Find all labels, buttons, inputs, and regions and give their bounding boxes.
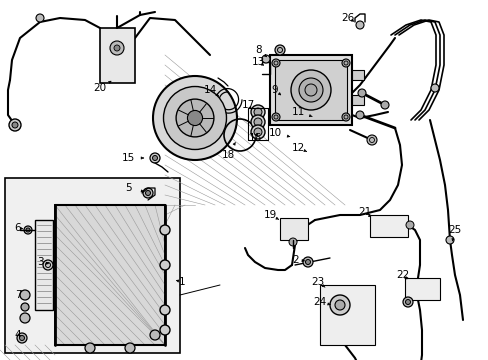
Circle shape [355, 21, 363, 29]
Circle shape [334, 300, 345, 310]
Text: 23: 23 [311, 277, 324, 287]
Circle shape [303, 257, 312, 267]
Circle shape [288, 238, 296, 246]
Circle shape [163, 86, 226, 149]
Text: 5: 5 [124, 183, 131, 193]
Bar [351, 70, 363, 80]
Text: 24: 24 [313, 297, 326, 307]
Circle shape [20, 313, 30, 323]
Circle shape [341, 113, 349, 121]
Circle shape [85, 343, 95, 353]
Circle shape [380, 101, 388, 109]
Circle shape [271, 113, 280, 121]
Circle shape [274, 45, 285, 55]
Circle shape [145, 190, 150, 195]
Circle shape [21, 303, 29, 311]
Circle shape [12, 122, 18, 128]
Text: 3: 3 [37, 257, 43, 267]
Text: 4: 4 [15, 330, 21, 340]
Circle shape [253, 108, 262, 116]
Circle shape [187, 111, 202, 126]
Circle shape [125, 343, 135, 353]
Text: 9: 9 [271, 85, 278, 95]
Bar [351, 95, 363, 105]
Circle shape [298, 78, 323, 102]
Circle shape [160, 325, 170, 335]
Text: 6: 6 [15, 223, 21, 233]
Circle shape [110, 41, 124, 55]
Text: 13: 13 [251, 57, 264, 67]
Circle shape [20, 290, 30, 300]
Circle shape [26, 228, 30, 232]
Bar [35, 220, 53, 310]
Bar [280, 218, 307, 240]
Circle shape [176, 99, 213, 137]
Text: 25: 25 [447, 225, 461, 235]
Circle shape [24, 226, 32, 234]
Circle shape [20, 336, 24, 341]
Circle shape [152, 156, 157, 161]
Circle shape [430, 84, 438, 92]
Circle shape [36, 14, 44, 22]
Bar [404, 278, 439, 300]
Text: 10: 10 [268, 128, 281, 138]
Circle shape [250, 105, 264, 119]
Text: 11: 11 [291, 107, 304, 117]
Circle shape [250, 115, 264, 129]
Bar [319, 285, 374, 345]
Text: 26: 26 [341, 13, 354, 23]
Circle shape [160, 225, 170, 235]
Circle shape [9, 119, 21, 131]
Text: 21: 21 [358, 207, 371, 217]
Bar [369, 215, 407, 237]
Text: 12: 12 [291, 143, 304, 153]
Circle shape [405, 221, 413, 229]
Bar [5, 178, 180, 353]
Text: 18: 18 [221, 150, 234, 160]
Circle shape [150, 330, 160, 340]
Bar [100, 28, 135, 83]
Circle shape [150, 153, 160, 163]
Text: 8: 8 [255, 45, 262, 55]
Bar [274, 60, 346, 120]
Circle shape [355, 111, 363, 119]
Circle shape [341, 59, 349, 67]
Circle shape [329, 295, 349, 315]
Circle shape [445, 236, 453, 244]
Circle shape [160, 305, 170, 315]
Circle shape [160, 260, 170, 270]
Text: 17: 17 [241, 100, 254, 110]
Circle shape [290, 70, 330, 110]
Bar [269, 55, 351, 125]
Text: 19: 19 [263, 210, 276, 220]
Circle shape [357, 89, 365, 97]
Circle shape [153, 76, 237, 160]
Text: 1: 1 [178, 277, 185, 287]
Circle shape [405, 300, 409, 305]
Circle shape [366, 135, 376, 145]
Circle shape [271, 59, 280, 67]
Circle shape [305, 260, 310, 265]
Circle shape [114, 45, 120, 51]
Text: 22: 22 [396, 270, 409, 280]
Text: 20: 20 [93, 83, 106, 93]
Text: 2: 2 [292, 255, 299, 265]
Circle shape [142, 188, 153, 198]
Text: 16: 16 [248, 133, 261, 143]
Text: 14: 14 [203, 85, 216, 95]
Circle shape [43, 260, 53, 270]
Text: 7: 7 [15, 290, 21, 300]
Circle shape [305, 84, 316, 96]
Bar [55, 205, 164, 345]
Circle shape [253, 118, 262, 126]
Circle shape [262, 55, 269, 63]
Circle shape [402, 297, 412, 307]
Circle shape [17, 333, 27, 343]
Circle shape [250, 125, 264, 139]
Text: 15: 15 [121, 153, 134, 163]
Circle shape [253, 128, 262, 136]
